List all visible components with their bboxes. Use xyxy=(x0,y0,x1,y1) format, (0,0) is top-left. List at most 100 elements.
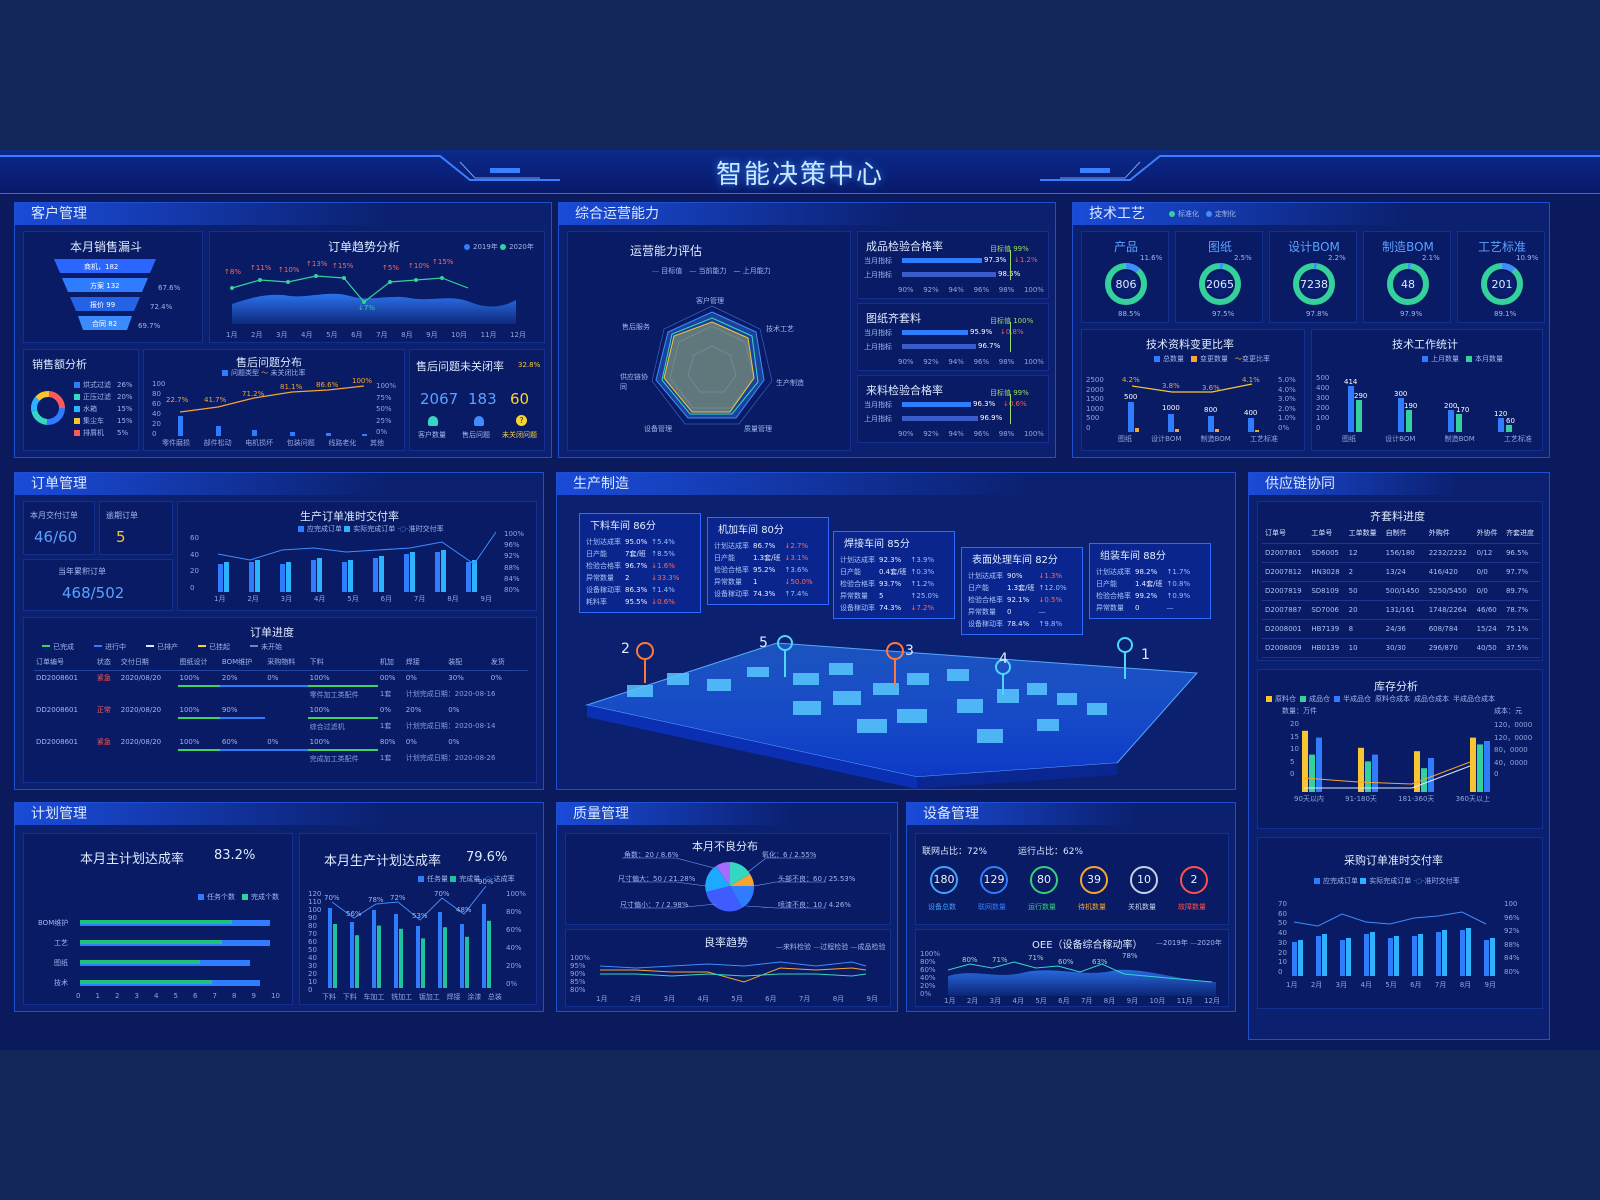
kit-cell: 8 xyxy=(1345,619,1383,639)
purchase-bar xyxy=(1298,940,1303,976)
progress-note-cell xyxy=(265,686,307,702)
device-count: 80 xyxy=(1030,866,1058,894)
workshop-cell: 异常数量 xyxy=(968,608,996,616)
kit-cell: 296/870 xyxy=(1425,638,1474,658)
workshop-card: 机加车间 80分 计划达成率 86.7% ↓2.7% 日产能 1.3套/班 ↓3.1% 检验合… xyxy=(707,517,829,605)
ops-tick: 98% xyxy=(998,286,1015,294)
ops-kpi-target: 目标值 100% xyxy=(990,317,1034,325)
ops-kpi-row-label: 上月指标 xyxy=(864,343,892,351)
yield-month: 2月 xyxy=(629,995,642,1003)
workshop-cell: 计划达成率 xyxy=(714,542,749,550)
customer-title: 客户管理 xyxy=(15,203,551,225)
workshop-card: 表面处理车间 82分 计划达成率 90% ↓1.3% 日产能 1.3套/班 ↑12.0% 检验… xyxy=(961,547,1083,635)
kit-cell: 75.1% xyxy=(1502,619,1540,639)
ontime-right-axis: 100% 96% 92% 88% 84% 80% xyxy=(504,530,524,594)
inventory-x-axis: 90天以内 91-180天 181-360天 360天以上 xyxy=(1294,794,1490,804)
inventory-bar xyxy=(1302,730,1308,792)
purchase-r-tick: 100 xyxy=(1504,900,1518,908)
progress-note: 1套 xyxy=(379,690,392,698)
progress-cell-status: 紧急 xyxy=(96,674,111,683)
progress-note-cell xyxy=(34,718,95,734)
order-progress-card: 订单进度 已完成 进行中 已排产 已挂起 未开始 订单编号 状态 交付日期 图纸设计 BOM维护… xyxy=(23,617,537,783)
work-value: 60 xyxy=(1506,417,1515,425)
sales-legend-label: 排屑机 xyxy=(83,429,104,437)
oee-month: 1月 xyxy=(944,997,956,1005)
ops-tick: 90% xyxy=(898,286,914,294)
prod-plan-bar xyxy=(465,936,469,988)
prod-plan-title: 本月生产计划达成率 xyxy=(324,854,442,869)
inventory-card: 库存分析 原料仓 成品仓 半成品仓 原料仓成本 成品仓成本 半成品仓成本 数量：万件 成本… xyxy=(1257,669,1543,829)
work-y-tick: 0 xyxy=(1316,424,1321,432)
oee-y-tick: 40% xyxy=(920,974,936,982)
workshop-score: 85分 xyxy=(887,539,910,550)
ops-kpi-row-label: 当月指标 xyxy=(864,257,892,265)
device-card: 联网占比：72% 运行占比：62% 180 设备总数 129 联网数量 80 运行数量 39… xyxy=(915,833,1229,925)
tech-ring-bottom: 97.8% xyxy=(1306,310,1329,318)
marker-label: 3 xyxy=(905,643,914,659)
trend-legend: 2019年 2020年 xyxy=(464,242,534,252)
oee-label: 71% xyxy=(992,956,1008,964)
sales-legend-label: 集尘车 xyxy=(83,417,104,425)
prod-plan-y-axis: 120 110 100 90 80 70 60 50 40 30 20 10 0 xyxy=(308,890,321,994)
trend-label: ↓7% xyxy=(358,304,375,312)
kit-cell: 131/161 xyxy=(1382,600,1426,620)
purchase-month: 6月 xyxy=(1410,981,1422,989)
workshop-cell: 2 xyxy=(625,574,630,582)
progress-cell-status: 正常 xyxy=(96,706,111,714)
order-progress-table: 订单编号 状态 交付日期 图纸设计 BOM维护 采购物料 下料 机加 焊接 装配 发货 DD2008… xyxy=(34,654,528,766)
closure-rate: 32.8% xyxy=(518,361,541,369)
purchase-month: 2月 xyxy=(1310,981,1323,989)
sales-legend-item: 正压过滤 20% xyxy=(74,392,133,404)
oee-month: 8月 xyxy=(1103,997,1116,1005)
change-rate: 3.8% xyxy=(1162,382,1180,390)
inventory-legend-label: 成品仓成本 xyxy=(1414,695,1449,703)
inventory-legend-label: 成品仓 xyxy=(1309,695,1330,703)
progress-note-cell xyxy=(220,750,265,766)
progress-note-cell xyxy=(34,750,95,766)
kit-card: 齐套料进度 订单号 工单号 工单数量 自制件 外购件 外协件 齐套进度 D2007801 SD… xyxy=(1257,501,1543,661)
kit-row: D2008001 HB7139 8 24/36 608/784 15/24 75.1% xyxy=(1262,619,1540,639)
oee-month: 2月 xyxy=(966,997,979,1005)
ontime-y-axis: 60 40 20 0 xyxy=(190,534,199,592)
workshop-row: 日产能 1.4套/班 ↑0.8% xyxy=(1094,578,1192,590)
progress-cell-asm: 0% xyxy=(448,706,460,714)
sales-legend-label: 正压过滤 xyxy=(83,393,111,401)
inventory-cat: 360天以上 xyxy=(1455,795,1490,803)
master-x-tick: 8 xyxy=(232,992,237,1000)
purchase-card: 采购订单准时交付率 应完成订单 实际完成订单 -○-准时交付率 70 60 50 40… xyxy=(1257,837,1543,1009)
customer-count: 2067 xyxy=(420,390,459,408)
purchase-r-tick: 92% xyxy=(1504,927,1520,936)
workshop-cell: ↑3.9% xyxy=(910,556,935,564)
workshop-cell: 计划达成率 xyxy=(840,556,875,564)
prod-plan-bar xyxy=(328,908,332,988)
workshop-cell: 异常数量 xyxy=(586,574,614,582)
radar-chart xyxy=(651,305,773,425)
progress-note-row: 完成加工类配件 1套 计划完成日期：2020-08-26 xyxy=(34,750,528,766)
progress-note: 计划完成日期：2020-08-26 xyxy=(405,754,496,762)
ontime-card: 生产订单准时交付率 应完成订单 实际完成订单 -○-准时交付率 60 40 20 0 … xyxy=(177,501,537,611)
ontime-y-tick: 0 xyxy=(190,583,195,592)
after-y-tick: 20 xyxy=(152,420,161,428)
legend-swatch xyxy=(94,645,102,647)
quality-title: 质量管理 xyxy=(557,803,897,825)
progress-note-cell xyxy=(95,686,119,702)
defect-label: 角数：20 / 8.6% xyxy=(624,851,679,859)
ontime-r-tick: 84% xyxy=(504,574,520,583)
after-y-axis: 100 80 60 40 20 0 xyxy=(152,380,165,438)
kit-cell: 20 xyxy=(1345,600,1383,620)
ops-tick: 92% xyxy=(923,430,939,438)
tech-ring-bottom: 97.5% xyxy=(1212,310,1235,318)
device-count: 180 xyxy=(930,866,958,894)
defect-pie xyxy=(622,857,826,912)
workshop-cell: 异常数量 xyxy=(840,592,868,600)
progress-note-cell xyxy=(265,718,307,734)
ontime-bar-actual xyxy=(348,560,353,592)
change-r-tick: 3.0% xyxy=(1278,395,1296,404)
tech-ring-card: 工艺标准 201 10.9% 89.1% xyxy=(1457,231,1545,323)
purchase-bar xyxy=(1388,938,1393,976)
legend-swatch xyxy=(74,418,80,424)
inventory-r-tick: 80，0000 xyxy=(1494,746,1528,754)
master-x-tick: 9 xyxy=(251,992,256,1000)
tech-ring-value: 806 xyxy=(1115,278,1137,291)
ops-tick: 100% xyxy=(1023,430,1044,438)
